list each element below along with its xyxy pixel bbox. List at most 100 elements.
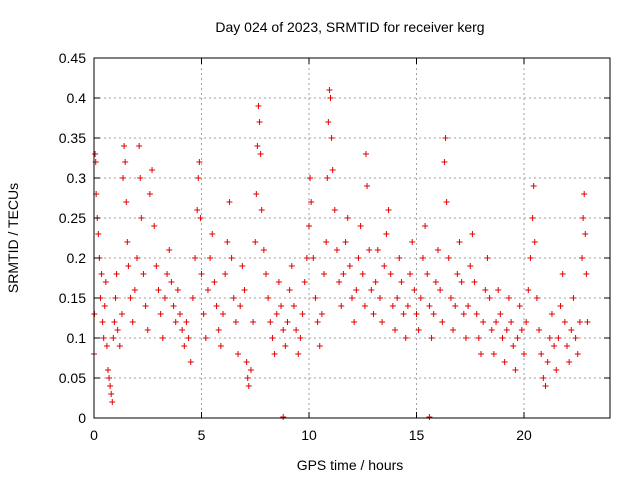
- data-point: [467, 263, 474, 269]
- data-point: [501, 359, 508, 365]
- data-point: [98, 271, 105, 277]
- x-tick-label: 0: [90, 427, 98, 443]
- data-point: [179, 327, 186, 333]
- data-point: [220, 311, 226, 317]
- data-point: [232, 319, 239, 325]
- grid-layer: [94, 58, 610, 418]
- plot-frame: [93, 57, 611, 419]
- data-point: [224, 239, 231, 245]
- data-point: [215, 327, 222, 333]
- data-point: [383, 231, 390, 237]
- data-point: [245, 383, 252, 389]
- data-point: [473, 311, 480, 317]
- data-point: [329, 167, 336, 173]
- data-point: [441, 159, 448, 165]
- data-point: [118, 311, 125, 317]
- data-point: [357, 223, 364, 229]
- data-point: [258, 207, 265, 213]
- data-point: [333, 247, 340, 253]
- data-point: [538, 351, 545, 357]
- data-point: [109, 399, 116, 405]
- data-point: [493, 319, 500, 325]
- axis-layer: 0 0.05 0.1 0.15 0.2 0.25 0.3 0.35 0.4 0.45 0 5 10 15 2…: [59, 50, 610, 443]
- data-point: [452, 303, 459, 309]
- data-point: [372, 279, 379, 285]
- data-point: [495, 287, 502, 293]
- data-point: [187, 359, 194, 365]
- data-point: [402, 335, 409, 341]
- data-point: [125, 263, 132, 269]
- data-point: [566, 359, 573, 365]
- data-point: [530, 183, 537, 189]
- data-point: [275, 279, 282, 285]
- data-point: [349, 295, 355, 301]
- x-tick-label: 15: [409, 427, 425, 443]
- data-point: [376, 295, 383, 301]
- data-point: [260, 247, 267, 253]
- data-point: [198, 271, 205, 277]
- data-point: [280, 327, 287, 333]
- data-point: [312, 295, 319, 301]
- data-point: [151, 223, 158, 229]
- data-point: [521, 351, 527, 357]
- data-point: [404, 303, 411, 309]
- data-point: [237, 303, 244, 309]
- data-point: [413, 311, 420, 317]
- data-point: [299, 311, 306, 317]
- data-point: [235, 351, 242, 357]
- data-point: [297, 335, 304, 341]
- data-point: [557, 303, 564, 309]
- data-point: [273, 311, 280, 317]
- zero-point: [280, 414, 287, 420]
- data-point: [346, 263, 353, 269]
- data-point: [368, 287, 375, 293]
- x-tick-label: 5: [198, 427, 206, 443]
- data-point: [490, 351, 497, 357]
- data-point: [518, 327, 525, 333]
- data-point: [471, 279, 478, 285]
- data-point: [516, 303, 523, 309]
- data-point: [92, 151, 99, 157]
- data-point: [140, 271, 147, 277]
- y-tick-label: 0.05: [59, 370, 86, 386]
- data-point: [579, 255, 586, 261]
- data-point: [385, 207, 392, 213]
- y-tick-label: 0.35: [59, 130, 86, 146]
- data-point: [430, 311, 437, 317]
- data-point: [207, 255, 214, 261]
- data-point: [564, 343, 570, 349]
- data-point: [540, 375, 547, 381]
- data-point: [159, 335, 166, 341]
- data-point: [553, 367, 560, 373]
- data-point: [415, 327, 422, 333]
- data-point: [583, 271, 590, 277]
- data-point: [286, 287, 293, 293]
- data-point: [407, 271, 414, 277]
- y-tick-label: 0.1: [67, 330, 87, 346]
- data-point: [265, 295, 272, 301]
- data-point: [121, 143, 128, 149]
- zero-point: [426, 414, 433, 420]
- data-point: [536, 327, 543, 333]
- data-point: [254, 143, 261, 149]
- data-point: [529, 215, 536, 221]
- data-point: [419, 255, 426, 261]
- data-point: [108, 391, 115, 397]
- data-point: [442, 135, 449, 141]
- data-point: [183, 319, 190, 325]
- data-point: [204, 287, 211, 293]
- data-point: [497, 311, 504, 317]
- data-point: [355, 255, 362, 261]
- data-point: [106, 375, 113, 381]
- data-point: [253, 191, 260, 197]
- data-point: [584, 319, 591, 325]
- data-point: [310, 255, 317, 261]
- data-point: [324, 175, 331, 181]
- data-point: [282, 343, 289, 349]
- data-point: [576, 319, 583, 325]
- data-point: [222, 271, 229, 277]
- data-point: [241, 287, 248, 293]
- data-point: [417, 295, 424, 301]
- data-point: [542, 383, 549, 389]
